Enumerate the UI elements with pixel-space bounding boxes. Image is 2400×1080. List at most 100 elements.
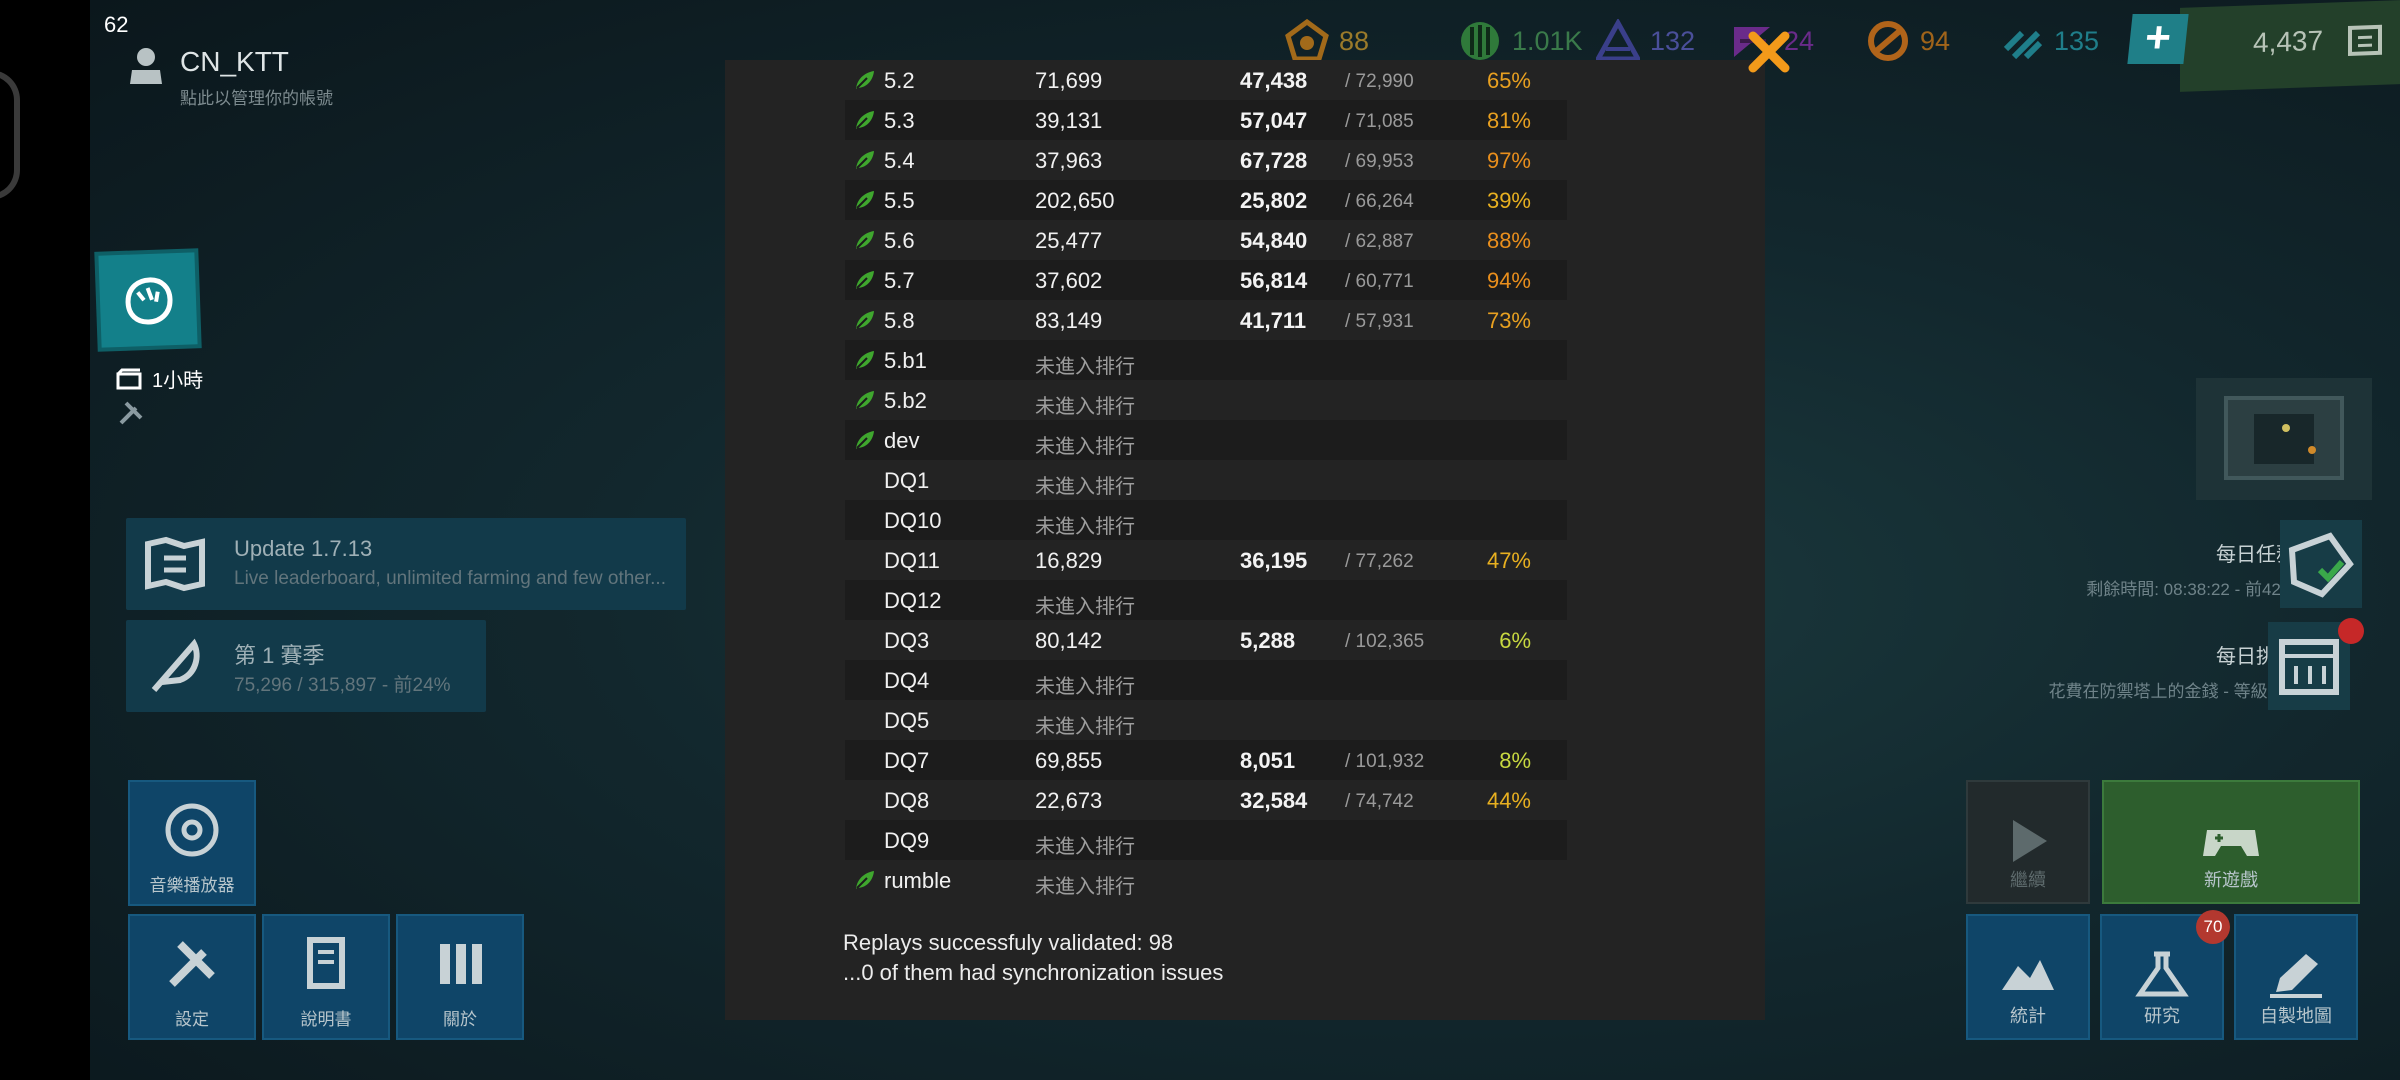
rank-total: / 62,887 xyxy=(1345,231,1414,252)
gold-pentagon-icon xyxy=(1285,19,1329,62)
teal-bars-icon xyxy=(2003,30,2043,60)
leaderboard-row[interactable]: 5.6 25,477 54,840 / 62,887 88% xyxy=(845,220,1567,260)
music-player-tile[interactable]: 音樂播放器 xyxy=(128,780,256,906)
rank-value: 41,711 xyxy=(1240,308,1307,333)
resource-teal: 135 xyxy=(2000,16,2099,66)
resource-green: 1.01K xyxy=(1458,16,1583,66)
rank-value: 36,195 xyxy=(1240,548,1308,573)
leaderboard-row[interactable]: DQ3 80,142 5,288 / 102,365 6% xyxy=(845,620,1567,660)
leaderboard-row[interactable]: DQ9 未進入排行 xyxy=(845,820,1567,860)
unranked-label: 未進入排行 xyxy=(1035,876,1135,898)
daily-challenge-subtitle: 花費在防禦塔上的金錢 - 等級 2.4 xyxy=(2048,682,2296,701)
leaderboard-dialog[interactable]: 5.2 71,699 47,438 / 72,990 65% 5.3 39,131 57,04… xyxy=(725,60,1765,1020)
close-icon[interactable] xyxy=(1745,28,1793,76)
leaderboard-row[interactable]: DQ11 16,829 36,195 / 77,262 47% xyxy=(845,540,1567,580)
timer-label: 1小時 xyxy=(152,370,204,392)
leaderboard-row[interactable]: DQ1 未進入排行 xyxy=(845,460,1567,500)
rank-percent: 44% xyxy=(1486,788,1531,813)
manual-tile[interactable]: 說明書 xyxy=(262,914,390,1040)
rank-value: 32,584 xyxy=(1240,788,1308,813)
rank-value: 25,802 xyxy=(1240,188,1308,213)
unranked-label: 未進入排行 xyxy=(1035,396,1135,418)
level-name: DQ3 xyxy=(884,628,930,653)
update-news-card[interactable]: Update 1.7.13 Live leaderboard, unlimite… xyxy=(126,518,686,610)
level-name: 5.6 xyxy=(884,228,915,253)
about-tile[interactable]: 關於 xyxy=(396,914,524,1040)
money-panel: 4,437 xyxy=(2180,0,2400,92)
leaderboard-row[interactable]: DQ7 69,855 8,051 / 101,932 8% xyxy=(845,740,1567,780)
level-name: DQ11 xyxy=(884,548,940,573)
rank-total: / 66,264 xyxy=(1345,191,1414,212)
music-label: 音樂播放器 xyxy=(149,876,235,895)
rank-percent: 47% xyxy=(1486,548,1531,573)
resource-blue: 132 xyxy=(1596,16,1695,66)
leaderboard-row[interactable]: DQ12 未進入排行 xyxy=(845,580,1567,620)
rank-value: 67,728 xyxy=(1240,148,1308,173)
tools-icon xyxy=(169,941,215,987)
leaderboard-row[interactable]: 5.b2 未進入排行 xyxy=(845,380,1567,420)
leaf-icon xyxy=(856,871,874,889)
minimap[interactable] xyxy=(2196,378,2372,500)
level-name: DQ7 xyxy=(884,748,930,773)
rank-total: / 57,931 xyxy=(1345,311,1414,332)
green-crystal-icon xyxy=(1461,22,1499,60)
level-name: 5.2 xyxy=(884,68,915,93)
resource-value: 94 xyxy=(1920,25,1951,56)
leaderboard-row[interactable]: 5.5 202,650 25,802 / 66,264 39% xyxy=(845,180,1567,220)
fps-counter: 62 xyxy=(104,12,129,37)
daily-task-title: 每日任務 xyxy=(2216,544,2296,566)
unranked-label: 未進入排行 xyxy=(1035,596,1135,618)
about-label: 關於 xyxy=(443,1010,477,1029)
leaderboard-row[interactable]: DQ8 22,673 32,584 / 74,742 44% xyxy=(845,780,1567,820)
add-currency-button[interactable]: + xyxy=(2127,13,2189,64)
leaderboard-row[interactable]: 5.8 83,149 41,711 / 57,931 73% xyxy=(845,300,1567,340)
feather-icon xyxy=(151,638,200,692)
leaderboard-row[interactable]: 5.7 37,602 56,814 / 60,771 94% xyxy=(845,260,1567,300)
daily-task-icon xyxy=(2288,532,2354,598)
notification-dot xyxy=(2338,618,2364,644)
rank-percent: 97% xyxy=(1486,148,1531,173)
leaderboard-row[interactable]: 5.2 71,699 47,438 / 72,990 65% xyxy=(845,60,1567,100)
play-icon xyxy=(2013,820,2047,862)
book-icon xyxy=(307,937,345,989)
custom-map-button[interactable]: 自製地圖 xyxy=(2234,914,2358,1040)
leaderboard-row[interactable]: 5.4 37,963 67,728 / 69,953 97% xyxy=(845,140,1567,180)
rank-value: 54,840 xyxy=(1240,228,1308,253)
leaderboard-row[interactable]: 5.b1 未進入排行 xyxy=(845,340,1567,380)
stats-button[interactable]: 統計 xyxy=(1966,914,2090,1040)
daily-challenge[interactable]: 每日挑戰 花費在防禦塔上的金錢 - 等級 2.4 xyxy=(2049,640,2296,702)
level-name: DQ5 xyxy=(884,708,930,733)
minimap-preview xyxy=(2224,396,2344,480)
username: CN_KTT xyxy=(180,46,289,77)
custom-map-label: 自製地圖 xyxy=(2260,1006,2332,1026)
rank-total: / 74,742 xyxy=(1345,791,1414,812)
rank-value: 57,047 xyxy=(1240,108,1308,133)
continue-button[interactable]: 繼續 xyxy=(1966,780,2090,904)
score-value: 37,963 xyxy=(1035,148,1103,173)
leaderboard-row[interactable]: DQ5 未進入排行 xyxy=(845,700,1567,740)
score-value: 202,650 xyxy=(1035,188,1115,213)
leaf-icon xyxy=(856,391,874,409)
continue-label: 繼續 xyxy=(2010,870,2046,890)
leaf-icon xyxy=(856,311,874,329)
leaf-icon xyxy=(856,271,874,289)
timer: 1小時 xyxy=(116,364,203,393)
level-name: dev xyxy=(884,428,920,453)
leaderboard-row[interactable]: 5.3 39,131 57,047 / 71,085 81% xyxy=(845,100,1567,140)
score-value: 80,142 xyxy=(1035,628,1103,653)
daily-challenge-button[interactable] xyxy=(2268,622,2350,710)
season-card[interactable]: 第 1 賽季 75,296 / 315,897 - 前24% xyxy=(126,620,486,712)
level-name: DQ4 xyxy=(884,668,930,693)
settings-tile[interactable]: 設定 xyxy=(128,914,256,1040)
blue-triangle-icon xyxy=(1596,19,1640,62)
leaderboard-row[interactable]: DQ10 未進入排行 xyxy=(845,500,1567,540)
daily-task[interactable]: 每日任務 剩餘時間: 08:38:22 - 前42% xyxy=(2086,538,2296,600)
daily-task-button[interactable] xyxy=(2280,520,2362,608)
new-game-button[interactable]: 新遊戲 xyxy=(2102,780,2360,904)
leaderboard-row[interactable]: rumble 未進入排行 xyxy=(845,860,1567,900)
leaderboard-row[interactable]: dev 未進入排行 xyxy=(845,420,1567,460)
rank-value: 56,814 xyxy=(1240,268,1308,293)
score-value: 22,673 xyxy=(1035,788,1103,813)
fist-ability-tile[interactable] xyxy=(98,252,198,348)
leaderboard-row[interactable]: DQ4 未進入排行 xyxy=(845,660,1567,700)
